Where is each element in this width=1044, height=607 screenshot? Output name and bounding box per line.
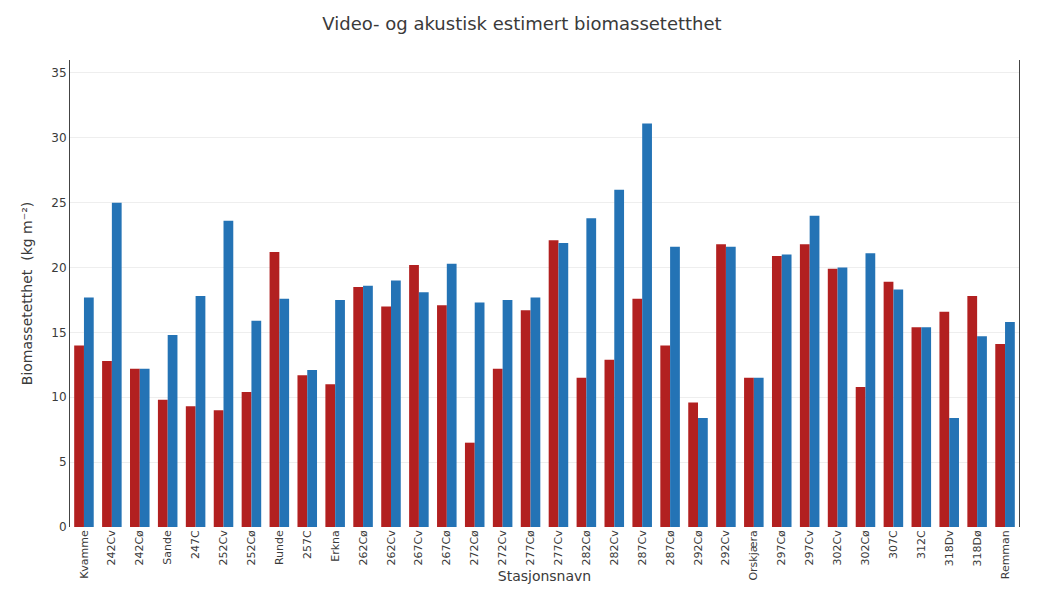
svg-text:272Cv: 272Cv [496,530,509,566]
svg-text:292Cv: 292Cv [720,530,733,566]
svg-text:307C: 307C [887,530,900,559]
svg-text:Remman: Remman [999,530,1012,579]
svg-text:Video- og akustisk estimert bi: Video- og akustisk estimert biomassetett… [322,13,721,34]
svg-text:Erkna: Erkna [329,530,342,562]
svg-text:282Cv: 282Cv [608,530,621,566]
svg-text:242Cø: 242Cø [133,530,146,566]
svg-text:252Cø: 252Cø [245,530,258,566]
svg-text:Stasjonsnavn: Stasjonsnavn [498,568,591,584]
svg-text:35: 35 [51,66,66,80]
svg-text:302Cv: 302Cv [831,530,844,566]
svg-text:Runde: Runde [273,530,286,565]
svg-text:242Cv: 242Cv [105,530,118,566]
svg-text:Orskjæra: Orskjæra [747,530,760,580]
svg-text:318Dø: 318Dø [971,530,984,566]
svg-text:252Cv: 252Cv [217,530,230,566]
svg-text:287Cø: 287Cø [664,530,677,566]
svg-text:10: 10 [51,390,66,404]
svg-text:302Cø: 302Cø [859,530,872,566]
svg-text:247C: 247C [189,530,202,559]
svg-text:312C: 312C [915,530,928,559]
svg-text:297Cv: 297Cv [803,530,816,566]
svg-text:287Cv: 287Cv [636,530,649,566]
svg-text:20: 20 [51,261,66,275]
svg-text:318Dv: 318Dv [943,530,956,566]
svg-text:257C: 257C [301,530,314,559]
svg-text:292Cø: 292Cø [692,530,705,566]
svg-text:15: 15 [51,326,66,340]
svg-text:Biomassetetthet (kg m⁻²): Biomassetetthet (kg m⁻²) [19,202,35,385]
svg-text:30: 30 [51,131,66,145]
svg-text:262Cv: 262Cv [385,530,398,566]
svg-text:297Cø: 297Cø [775,530,788,566]
svg-text:0: 0 [59,520,67,534]
svg-text:262Cø: 262Cø [357,530,370,566]
svg-text:25: 25 [51,196,66,210]
svg-text:267Cø: 267Cø [440,530,453,566]
svg-text:5: 5 [59,455,67,469]
svg-text:267Cv: 267Cv [412,530,425,566]
svg-text:282Cø: 282Cø [580,530,593,566]
svg-text:Kvamme: Kvamme [78,530,91,579]
svg-text:Sande: Sande [161,530,174,565]
svg-text:277Cv: 277Cv [552,530,565,566]
svg-text:272Cø: 272Cø [468,530,481,566]
svg-text:277Cø: 277Cø [524,530,537,566]
